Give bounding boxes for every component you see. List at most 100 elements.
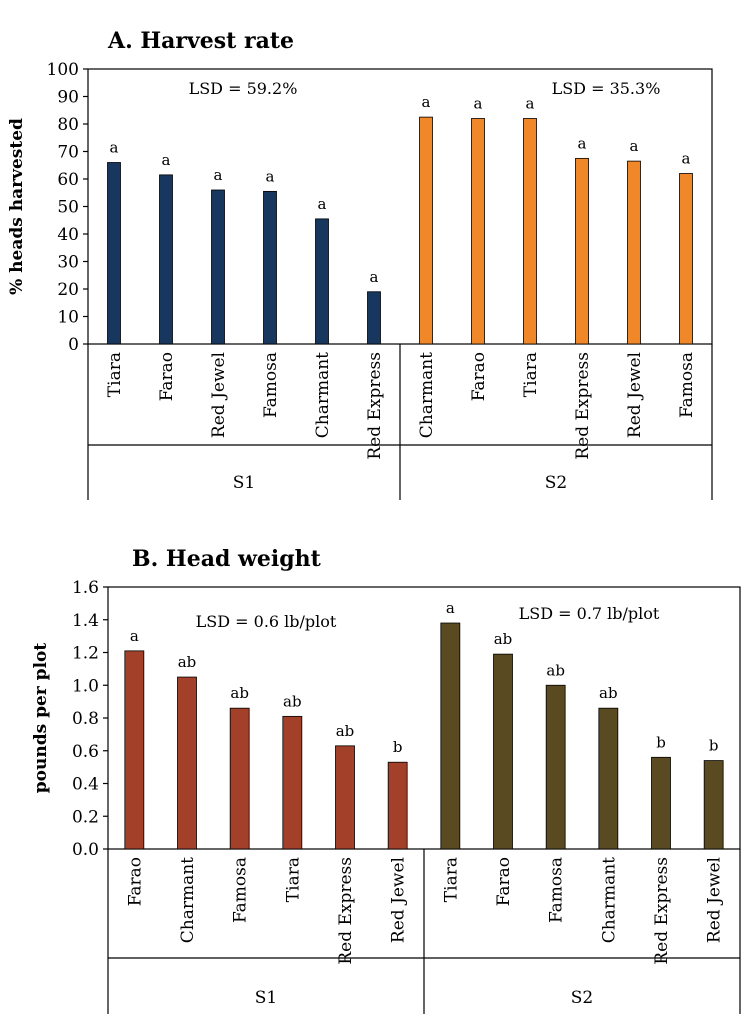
significance-letter: ab bbox=[230, 684, 249, 702]
bar bbox=[367, 291, 381, 345]
y-tick-label: 1.2 bbox=[72, 644, 99, 664]
y-tick-label: 50 bbox=[57, 198, 79, 218]
y-tick-label: 0.4 bbox=[72, 775, 99, 795]
y-tick-label: 0.0 bbox=[72, 840, 99, 860]
significance-letter: a bbox=[214, 166, 223, 184]
bar bbox=[107, 162, 121, 345]
significance-letter: a bbox=[318, 195, 327, 213]
lsd-annotation: LSD = 0.7 lb/plot bbox=[519, 604, 660, 623]
chart-title-1: B. Head weight bbox=[132, 546, 322, 572]
x-tick-label: Red Express bbox=[336, 857, 356, 965]
y-axis-label-0: % heads harvested bbox=[7, 118, 27, 295]
significance-letter: a bbox=[682, 150, 691, 168]
significance-letter: b bbox=[393, 738, 403, 756]
x-tick-label: Red Jewel bbox=[209, 352, 229, 438]
bar bbox=[229, 707, 250, 850]
x-tick-label: Charmant bbox=[313, 352, 333, 438]
group-label: S2 bbox=[571, 988, 593, 1008]
bar bbox=[211, 189, 225, 345]
bar bbox=[627, 160, 641, 345]
bar bbox=[263, 190, 277, 345]
significance-letter: ab bbox=[336, 722, 355, 740]
significance-letter: a bbox=[370, 268, 379, 286]
bar bbox=[598, 707, 619, 850]
lsd-annotation: LSD = 0.6 lb/plot bbox=[196, 612, 337, 631]
bar bbox=[282, 715, 303, 850]
x-tick-label: Red Jewel bbox=[389, 857, 409, 943]
significance-letter: a bbox=[474, 95, 483, 113]
y-tick-label: 30 bbox=[57, 253, 79, 273]
significance-letter: ab bbox=[178, 653, 197, 671]
bar bbox=[651, 756, 671, 850]
x-tick-label: Famosa bbox=[547, 857, 567, 923]
y-tick-label: 40 bbox=[57, 225, 79, 245]
bar bbox=[471, 118, 485, 345]
y-tick-label: 0.6 bbox=[72, 742, 99, 762]
significance-letter: a bbox=[422, 93, 431, 111]
lsd-annotation: LSD = 35.3% bbox=[552, 79, 661, 98]
x-tick-label: Farao bbox=[157, 352, 177, 401]
significance-letter: b bbox=[709, 737, 719, 755]
significance-letter: ab bbox=[599, 684, 618, 702]
bar bbox=[159, 174, 173, 345]
significance-letter: a bbox=[130, 627, 139, 645]
y-tick-label: 0 bbox=[68, 335, 79, 355]
x-tick-label: Tiara bbox=[441, 857, 461, 902]
x-tick-label: Farao bbox=[469, 352, 489, 401]
chart-title-0: A. Harvest rate bbox=[107, 28, 294, 54]
y-tick-label: 20 bbox=[57, 280, 79, 300]
bar bbox=[440, 622, 461, 850]
x-tick-label: Famosa bbox=[677, 352, 697, 418]
y-tick-label: 1.4 bbox=[72, 611, 99, 631]
group-label: S2 bbox=[545, 473, 567, 493]
x-tick-label: Farao bbox=[494, 857, 514, 906]
significance-letter: a bbox=[526, 95, 535, 113]
bar bbox=[177, 676, 197, 850]
y-tick-label: 0.8 bbox=[72, 709, 99, 729]
x-tick-label: Tiara bbox=[105, 352, 125, 397]
x-tick-label: Tiara bbox=[283, 857, 303, 902]
significance-letter: ab bbox=[494, 630, 513, 648]
bar bbox=[124, 650, 145, 850]
x-tick-label: Charmant bbox=[417, 352, 437, 438]
x-tick-label: Tiara bbox=[521, 352, 541, 397]
significance-letter: a bbox=[578, 134, 587, 152]
bar bbox=[703, 760, 724, 850]
x-tick-label: Red Jewel bbox=[705, 857, 725, 943]
x-tick-label: Charmant bbox=[178, 857, 198, 943]
bar bbox=[575, 157, 589, 345]
plot-frame-0 bbox=[87, 68, 713, 345]
significance-letter: ab bbox=[546, 661, 565, 679]
y-tick-label: 1.6 bbox=[72, 578, 99, 598]
bar bbox=[679, 173, 693, 345]
y-tick-label: 80 bbox=[57, 115, 79, 135]
bar bbox=[493, 653, 513, 850]
x-tick-label: Famosa bbox=[231, 857, 251, 923]
significance-letter: a bbox=[266, 167, 275, 185]
y-tick-label: 70 bbox=[57, 143, 79, 163]
y-tick-label: 10 bbox=[57, 308, 79, 328]
y-tick-label: 0.2 bbox=[72, 807, 99, 827]
x-tick-label: Charmant bbox=[599, 857, 619, 943]
y-tick-label: 100 bbox=[47, 60, 79, 80]
x-tick-label: Red Express bbox=[652, 857, 672, 965]
significance-letter: b bbox=[656, 733, 666, 751]
bar bbox=[545, 684, 566, 850]
x-tick-label: Red Express bbox=[365, 352, 385, 460]
significance-letter: ab bbox=[283, 692, 302, 710]
y-tick-label: 1.0 bbox=[72, 676, 99, 696]
significance-letter: a bbox=[446, 599, 455, 617]
x-tick-label: Famosa bbox=[261, 352, 281, 418]
y-axis-label-1: pounds per plot bbox=[31, 643, 51, 794]
group-label: S1 bbox=[255, 988, 277, 1008]
bar bbox=[523, 118, 537, 345]
y-tick-label: 90 bbox=[57, 88, 79, 108]
significance-letter: a bbox=[630, 137, 639, 155]
lsd-annotation: LSD = 59.2% bbox=[189, 79, 298, 98]
bar bbox=[315, 218, 329, 345]
x-tick-label: Farao bbox=[125, 857, 145, 906]
group-label: S1 bbox=[233, 473, 255, 493]
significance-letter: a bbox=[162, 151, 171, 169]
significance-letter: a bbox=[110, 139, 119, 157]
